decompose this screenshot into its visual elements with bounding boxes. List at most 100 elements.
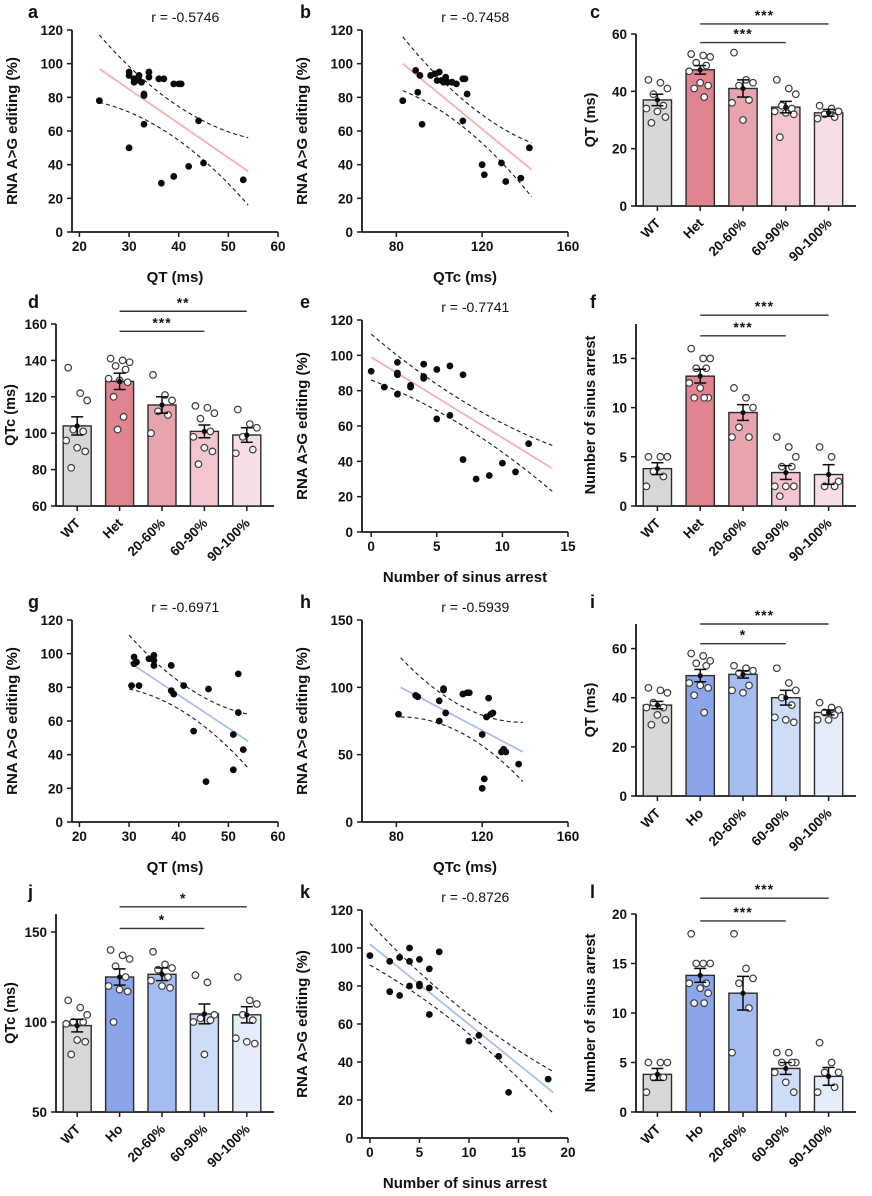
svg-text:QTc (ms): QTc (ms) xyxy=(433,859,497,876)
svg-text:50: 50 xyxy=(338,748,353,763)
svg-text:WT: WT xyxy=(638,1121,664,1147)
panel-letter-k: k xyxy=(300,882,311,902)
svg-text:140: 140 xyxy=(24,353,47,368)
svg-text:120: 120 xyxy=(40,613,63,628)
svg-text:0: 0 xyxy=(345,525,353,540)
panel-k: k 0 5 10 15 20 0 20 40 60 80 100 120 Number of sinus… xyxy=(290,880,580,1196)
svg-text:120: 120 xyxy=(330,23,353,38)
svg-text:Ho: Ho xyxy=(683,1122,706,1145)
svg-text:*: * xyxy=(180,890,186,906)
svg-text:120: 120 xyxy=(330,313,353,328)
svg-text:***: *** xyxy=(152,314,171,330)
svg-text:***: *** xyxy=(733,904,752,920)
panel-letter-h: h xyxy=(300,592,311,612)
svg-text:20-60%: 20-60% xyxy=(706,806,750,850)
svg-text:QTc (ms): QTc (ms) xyxy=(433,269,497,286)
svg-text:20: 20 xyxy=(48,191,63,206)
svg-text:Number of sinus arrest: Number of sinus arrest xyxy=(583,933,599,1092)
svg-text:r = -0.5746: r = -0.5746 xyxy=(151,9,219,25)
panel-letter-j: j xyxy=(28,882,34,902)
svg-text:***: *** xyxy=(755,7,774,23)
svg-text:20: 20 xyxy=(48,781,63,796)
svg-text:5: 5 xyxy=(619,1056,627,1071)
svg-text:20-60%: 20-60% xyxy=(125,516,169,560)
svg-text:5: 5 xyxy=(619,450,627,465)
scatter-chart-qt-vs-editing-het: 20 30 40 50 60 0 20 40 60 80 100 120 QT (ms) RNA A>G … xyxy=(4,9,286,286)
svg-text:0: 0 xyxy=(55,225,63,240)
svg-text:60: 60 xyxy=(612,642,627,657)
svg-text:100: 100 xyxy=(40,57,63,72)
svg-text:Number of sinus arrest: Number of sinus arrest xyxy=(383,569,547,586)
svg-text:50: 50 xyxy=(221,239,236,254)
svg-text:Ho: Ho xyxy=(683,806,706,829)
svg-text:120: 120 xyxy=(330,903,353,918)
panel-h: h 80 120 160 0 50 100 150 QTc (ms) RNA A>G editi… xyxy=(290,590,580,880)
svg-text:80: 80 xyxy=(338,90,353,105)
svg-text:120: 120 xyxy=(471,829,494,844)
svg-text:20-60%: 20-60% xyxy=(706,516,750,560)
panel-a: a 20 30 40 50 60 0 20 40 60 80 100 120 QT (ms) RNA A>… xyxy=(0,0,290,290)
svg-text:10: 10 xyxy=(612,1006,627,1021)
svg-text:0: 0 xyxy=(367,539,375,554)
svg-text:20: 20 xyxy=(612,740,627,755)
svg-text:30: 30 xyxy=(122,829,137,844)
svg-text:15: 15 xyxy=(612,351,628,366)
panel-j: j 50 100 150 QTc (ms) WT Ho 20-60% 60-90% 90-100… xyxy=(0,880,290,1196)
svg-text:0: 0 xyxy=(366,1145,374,1160)
svg-text:60-90%: 60-90% xyxy=(748,1122,792,1166)
panel-c: c 0 20 40 60 QT (ms) WT Het 20-60% 60-90% 90-100%… xyxy=(580,0,872,290)
panel-letter-b: b xyxy=(300,2,311,22)
svg-text:0: 0 xyxy=(619,1105,627,1120)
svg-text:160: 160 xyxy=(557,829,580,844)
svg-text:QT (ms): QT (ms) xyxy=(583,92,599,147)
svg-text:90-100%: 90-100% xyxy=(204,516,253,565)
panel-letter-d: d xyxy=(28,292,39,312)
svg-text:QT (ms): QT (ms) xyxy=(583,682,599,737)
svg-text:60: 60 xyxy=(338,1017,353,1032)
svg-text:*: * xyxy=(740,627,746,643)
svg-text:60: 60 xyxy=(32,499,47,514)
svg-text:0: 0 xyxy=(345,815,353,830)
svg-text:30: 30 xyxy=(122,239,137,254)
svg-text:QTc (ms): QTc (ms) xyxy=(3,982,19,1044)
svg-text:QT (ms): QT (ms) xyxy=(147,859,204,876)
svg-text:20-60%: 20-60% xyxy=(125,1122,169,1166)
svg-text:100: 100 xyxy=(330,680,353,695)
svg-text:15: 15 xyxy=(511,1145,527,1160)
svg-text:WT: WT xyxy=(58,1121,84,1147)
svg-text:0: 0 xyxy=(619,789,627,804)
svg-text:***: *** xyxy=(733,319,752,335)
svg-text:Het: Het xyxy=(680,215,706,241)
svg-text:90-100%: 90-100% xyxy=(786,516,835,565)
svg-text:RNA A>G editing (%): RNA A>G editing (%) xyxy=(294,57,311,205)
svg-text:0: 0 xyxy=(345,1131,353,1146)
panel-b: b 80 120 160 0 20 40 60 80 100 120 QTc (ms) RNA A>G… xyxy=(290,0,580,290)
svg-text:150: 150 xyxy=(330,613,353,628)
panel-letter-i: i xyxy=(590,592,596,612)
svg-text:160: 160 xyxy=(24,317,47,332)
svg-text:RNA A>G editing (%): RNA A>G editing (%) xyxy=(294,647,311,795)
svg-text:20: 20 xyxy=(612,907,627,922)
svg-text:***: *** xyxy=(755,881,774,897)
svg-text:RNA A>G editing (%): RNA A>G editing (%) xyxy=(4,57,21,205)
panel-letter-l: l xyxy=(590,882,596,902)
svg-text:15: 15 xyxy=(560,539,576,554)
svg-text:Ho: Ho xyxy=(102,1122,125,1145)
svg-text:10: 10 xyxy=(461,1145,476,1160)
svg-text:60-90%: 60-90% xyxy=(748,516,792,560)
svg-text:60-90%: 60-90% xyxy=(748,216,792,260)
scatter-chart-sinus-arrest-vs-editing-ho: 0 5 10 15 20 0 20 40 60 80 100 120 Number of sinus a… xyxy=(294,889,576,1192)
svg-text:40: 40 xyxy=(612,84,627,99)
svg-text:r = -0.7741: r = -0.7741 xyxy=(441,299,509,315)
svg-text:90-100%: 90-100% xyxy=(786,216,835,265)
svg-text:20: 20 xyxy=(72,239,87,254)
panel-f: f 0 5 10 15 Number of sinus arrest WT Het 20-60… xyxy=(580,290,872,590)
svg-text:100: 100 xyxy=(24,426,47,441)
svg-text:5: 5 xyxy=(416,1145,424,1160)
svg-text:60: 60 xyxy=(338,419,353,434)
svg-text:20: 20 xyxy=(338,191,353,206)
svg-text:90-100%: 90-100% xyxy=(786,1122,835,1171)
svg-text:0: 0 xyxy=(345,225,353,240)
